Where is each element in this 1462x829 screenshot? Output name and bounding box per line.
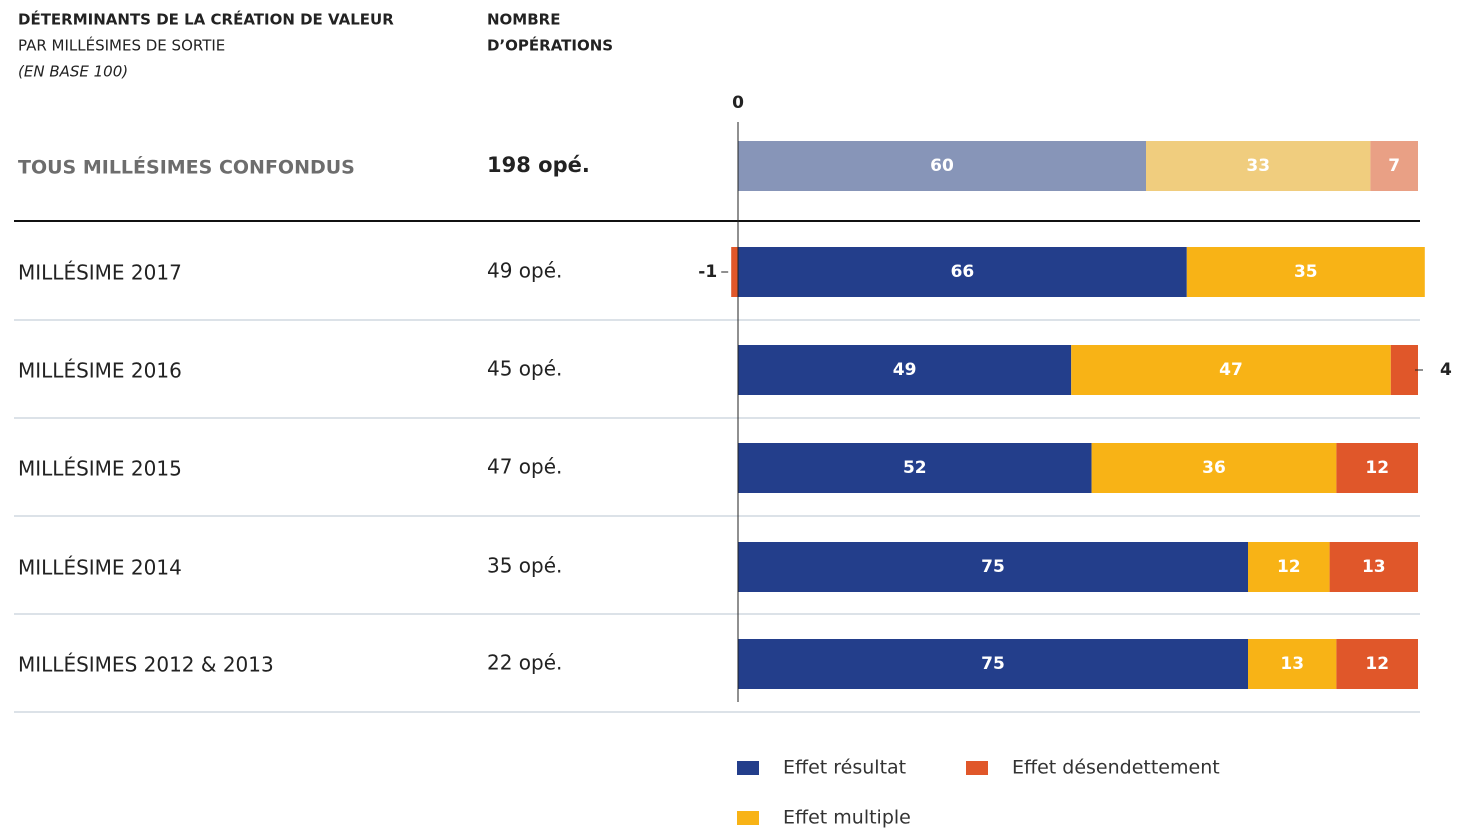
- value-label: 12: [1277, 557, 1301, 577]
- bar-segment: [738, 542, 1248, 592]
- chart-subtitle: PAR MILLÉSIMES DE SORTIE: [18, 36, 225, 55]
- value-label: 13: [1362, 557, 1386, 577]
- bar-segment: [738, 247, 1187, 297]
- bar-segment: [1329, 542, 1418, 592]
- category-label: TOUS MILLÉSIMES CONFONDUS: [18, 156, 355, 179]
- value-label: 66: [951, 262, 975, 282]
- bar-segment: [1248, 639, 1337, 689]
- x-tick-label: 0: [732, 93, 744, 113]
- column-header: D’OPÉRATIONS: [487, 36, 613, 55]
- chart-note: (EN BASE 100): [18, 63, 128, 81]
- bar-segment: [1336, 443, 1418, 493]
- legend-label: Effet désendettement: [1012, 757, 1220, 779]
- column-header: NOMBRE: [487, 11, 560, 29]
- legend-label: Effet résultat: [783, 757, 906, 779]
- category-label: MILLÉSIMES 2012 & 2013: [18, 653, 274, 677]
- category-label: MILLÉSIME 2017: [18, 261, 182, 285]
- bar-segment: [1248, 542, 1330, 592]
- category-label: MILLÉSIME 2015: [18, 457, 182, 481]
- legend-swatch: [737, 811, 759, 825]
- operations-label: 49 opé.: [487, 259, 562, 283]
- value-label: 60: [930, 156, 954, 176]
- operations-label: 35 opé.: [487, 554, 562, 578]
- value-label: 12: [1365, 458, 1389, 478]
- value-label: 4: [1440, 360, 1452, 380]
- category-label: MILLÉSIME 2016: [18, 359, 182, 383]
- operations-label: 45 opé.: [487, 357, 562, 381]
- value-label: 35: [1294, 262, 1318, 282]
- value-label: 33: [1246, 156, 1270, 176]
- chart-title: DÉTERMINANTS DE LA CRÉATION DE VALEUR: [18, 10, 394, 29]
- value-label: 75: [981, 557, 1005, 577]
- bar-segment: [1186, 247, 1425, 297]
- operations-label: 198 opé.: [487, 153, 590, 177]
- value-label: 12: [1365, 654, 1389, 674]
- bar-segment: [1370, 141, 1418, 191]
- bar-segment: [738, 345, 1072, 395]
- bar-segment: [1071, 345, 1391, 395]
- value-label: 52: [903, 458, 927, 478]
- operations-label: 47 opé.: [487, 455, 562, 479]
- bar-segment: [1146, 141, 1371, 191]
- bar-segment: [1336, 639, 1418, 689]
- category-label: MILLÉSIME 2014: [18, 556, 182, 580]
- bar-segment: [738, 141, 1146, 191]
- value-label: 75: [981, 654, 1005, 674]
- operations-label: 22 opé.: [487, 651, 562, 675]
- bar-segment: [738, 639, 1248, 689]
- legend-swatch: [966, 761, 988, 775]
- value-label: 36: [1202, 458, 1226, 478]
- value-label: 7: [1388, 156, 1400, 176]
- bar-segment: [1390, 345, 1418, 395]
- value-label: -1: [698, 262, 717, 282]
- legend-swatch: [737, 761, 759, 775]
- value-label: 13: [1280, 654, 1304, 674]
- bar-segment: [738, 443, 1092, 493]
- legend-label: Effet multiple: [783, 807, 911, 829]
- bar-segment: [1091, 443, 1337, 493]
- value-label: 47: [1219, 360, 1243, 380]
- bar-segment: [731, 247, 738, 297]
- value-label: 49: [893, 360, 917, 380]
